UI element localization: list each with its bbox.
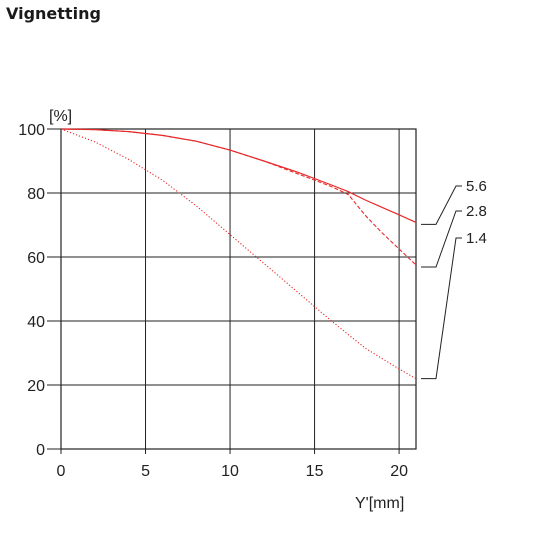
legend-leader-1.4 bbox=[421, 237, 462, 380]
legend-leader-2.8 bbox=[421, 210, 462, 268]
y-tick-label: 100 bbox=[18, 122, 45, 139]
chart-series bbox=[60, 128, 417, 380]
y-axis-label: [%] bbox=[49, 108, 72, 125]
x-tick-label: 10 bbox=[221, 463, 239, 480]
x-tick-label: 0 bbox=[57, 463, 66, 480]
x-tick-label: 5 bbox=[141, 463, 150, 480]
legend-label-1.4: 1.4 bbox=[466, 230, 487, 247]
chart-ticks: 0 5 10 15 20 0 20 40 60 80 100 bbox=[18, 122, 408, 480]
legend-label-2.8: 2.8 bbox=[466, 203, 487, 220]
legend-label-5.6: 5.6 bbox=[466, 178, 487, 195]
chart-grid bbox=[60, 128, 417, 450]
y-tick-label: 40 bbox=[27, 314, 45, 331]
y-tick-label: 20 bbox=[27, 378, 45, 395]
series-line-5.6 bbox=[60, 128, 417, 223]
series-line-2.8 bbox=[60, 128, 417, 266]
legend-leader-5.6 bbox=[421, 185, 462, 225]
y-tick-label: 60 bbox=[27, 250, 45, 267]
x-tick-label: 20 bbox=[390, 463, 408, 480]
plot-frame bbox=[60, 128, 417, 450]
page-title: Vignetting bbox=[6, 4, 101, 23]
x-axis-label: Y'[mm] bbox=[355, 495, 404, 512]
y-tick-label: 0 bbox=[36, 442, 45, 459]
y-tick-label: 80 bbox=[27, 186, 45, 203]
series-line-1.4 bbox=[60, 128, 417, 380]
x-tick-label: 15 bbox=[306, 463, 324, 480]
chart-legend: 5.6 2.8 1.4 bbox=[421, 178, 487, 380]
